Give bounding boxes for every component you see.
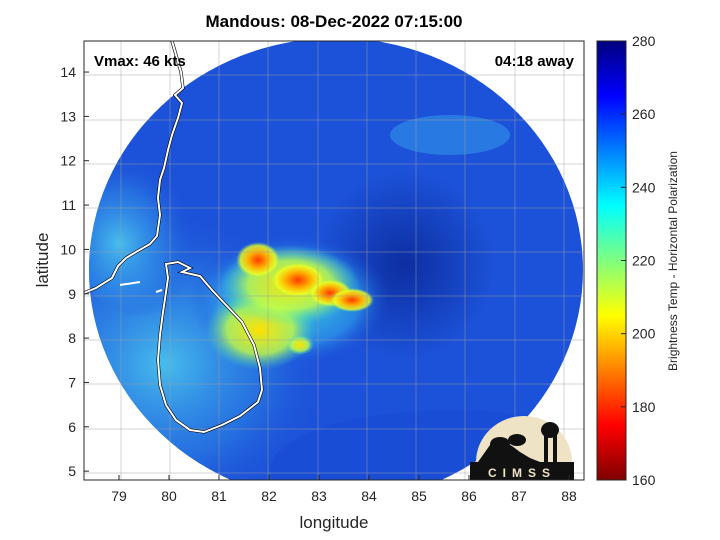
x-tick-label: 84	[361, 488, 377, 504]
axes-frame	[83, 40, 585, 481]
x-tick-label: 86	[461, 488, 477, 504]
cimss-logo-text: CIMSS	[488, 466, 556, 480]
colorbar-tick-label: 240	[632, 179, 656, 195]
colorbar-tick-label: 280	[632, 33, 656, 49]
y-tick-label: 13	[60, 108, 76, 124]
y-axis-label: latitude	[33, 233, 52, 288]
x-tick-label: 82	[261, 488, 277, 504]
colorbar-ticks: 160 180 200 220 240 260 280	[621, 33, 656, 488]
cold-core-1	[236, 242, 280, 278]
x-tick-label: 88	[561, 488, 577, 504]
cold-core-5	[286, 335, 314, 355]
colorbar-tick-label: 180	[632, 399, 656, 415]
colorbar-tick-label: 200	[632, 326, 656, 342]
x-tick-label: 79	[111, 488, 127, 504]
y-tick-label: 11	[61, 197, 76, 213]
y-tick-label: 6	[68, 419, 76, 435]
y-tick-label: 8	[68, 330, 76, 346]
vmax-annotation: Vmax: 46 kts	[94, 53, 186, 70]
x-axis-label: longitude	[299, 513, 368, 532]
x-tick-label: 81	[211, 488, 227, 504]
chart-title: Mandous: 08-Dec-2022 07:15:00	[205, 12, 463, 31]
y-tick-label: 7	[68, 374, 76, 390]
colorbar-label: Brightness Temp - Horizontal Polarizatio…	[666, 151, 680, 371]
colorbar-tick-label: 260	[632, 106, 656, 122]
colorbar-tick-label: 160	[632, 472, 656, 488]
y-tick-label: 14	[60, 64, 76, 80]
coastline	[84, 41, 264, 434]
x-axis-ticks: 79 80 81 82 83 84 85 86 87 88	[111, 475, 577, 504]
x-tick-label: 87	[511, 488, 527, 504]
y-tick-label: 10	[60, 241, 76, 257]
y-axis-ticks: 5 6 7 8 9 10 11 12 13 14	[60, 64, 89, 479]
india-coast-white	[84, 41, 185, 294]
palk-strait	[119, 281, 163, 293]
y-tick-label: 12	[60, 153, 76, 169]
cimss-logo: CIMSS	[470, 416, 574, 480]
grid	[84, 41, 584, 480]
warm-band-north	[89, 155, 210, 315]
cold-core-4	[330, 288, 374, 312]
outer-band	[390, 115, 510, 155]
x-tick-label: 83	[311, 488, 327, 504]
y-tick-label: 9	[68, 286, 76, 302]
y-tick-label: 5	[68, 463, 76, 479]
swath-image: CIMSS	[84, 41, 584, 480]
x-tick-label: 85	[411, 488, 427, 504]
x-tick-label: 80	[161, 488, 177, 504]
time-away-annotation: 04:18 away	[494, 53, 574, 70]
colorbar-tick-label: 220	[632, 253, 656, 269]
sri-lanka-coast-white	[156, 260, 264, 434]
